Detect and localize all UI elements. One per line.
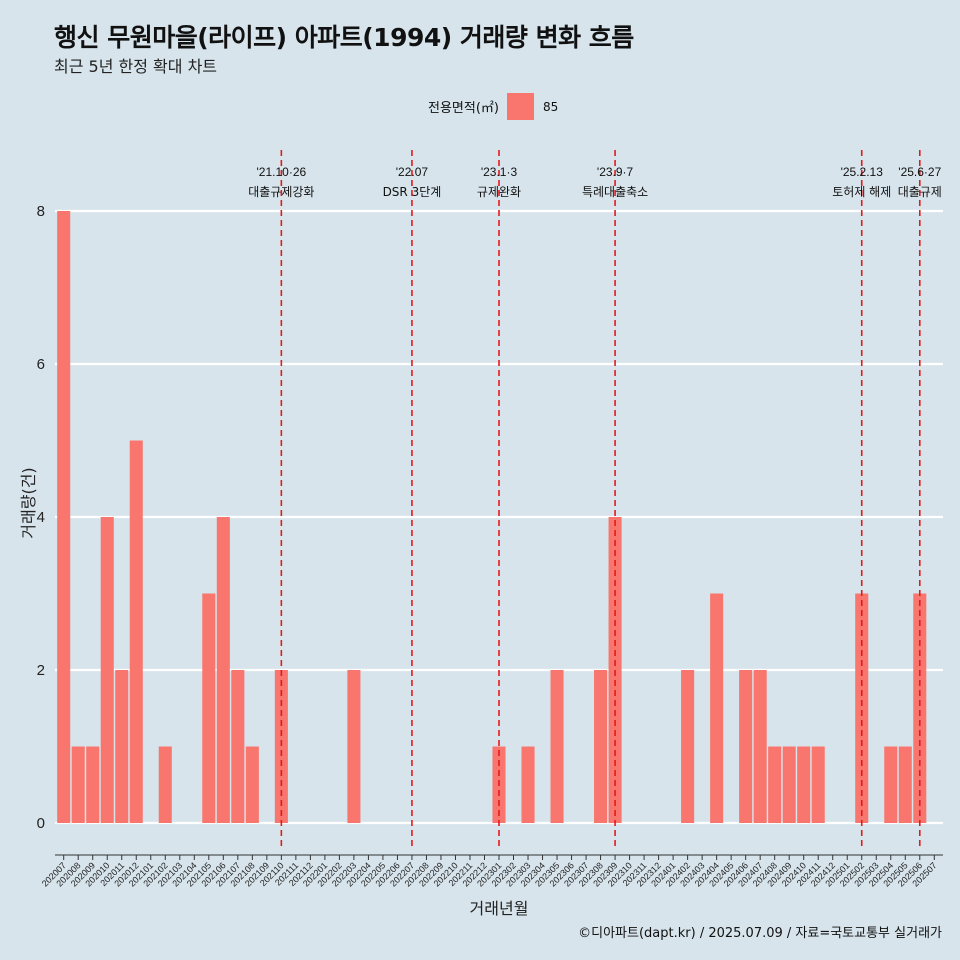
- bar: [681, 670, 695, 823]
- event-date: '22.07: [396, 165, 429, 179]
- bar: [216, 517, 230, 823]
- bar: [550, 670, 564, 823]
- y-tick-label: 2: [37, 662, 45, 679]
- bar: [231, 670, 245, 823]
- bar: [797, 746, 811, 823]
- event-date: '21.10·26: [257, 165, 307, 179]
- bar: [521, 746, 535, 823]
- bar: [71, 746, 85, 823]
- event-label: 규제완화: [477, 185, 521, 199]
- source-caption: ©디아파트(dapt.kr) / 2025.07.09 / 자료=국토교통부 실…: [578, 926, 942, 941]
- bar: [768, 746, 782, 823]
- bar: [202, 593, 216, 823]
- bar: [115, 670, 129, 823]
- bar: [913, 593, 927, 823]
- event-date: '25.6·27: [898, 165, 941, 179]
- y-tick-label: 8: [37, 203, 45, 220]
- y-axis-title: 거래량(건): [19, 467, 38, 538]
- bar: [884, 746, 898, 823]
- bar: [782, 746, 796, 823]
- bar: [710, 593, 724, 823]
- y-tick-label: 0: [37, 815, 45, 832]
- bar: [100, 517, 114, 823]
- event-date: '25.2.13: [841, 165, 884, 179]
- bar: [245, 746, 259, 823]
- bar: [594, 670, 608, 823]
- bar: [855, 593, 869, 823]
- legend: 전용면적(㎡) 85: [428, 93, 558, 120]
- event-label: 대출규제: [898, 185, 942, 199]
- bar: [739, 670, 753, 823]
- legend-title: 전용면적(㎡): [428, 101, 499, 116]
- bar: [274, 670, 288, 823]
- legend-key: 85: [542, 99, 559, 114]
- y-tick-label: 4: [37, 509, 45, 526]
- bar: [86, 746, 100, 823]
- event-label: 특례대출축소: [582, 185, 648, 199]
- event-date: '23.1·3: [481, 165, 518, 179]
- event-label: 토허제 해제: [832, 185, 891, 199]
- chart-title: 행신 무원마을(라이프) 아파트(1994) 거래량 변화 흐름: [54, 23, 634, 52]
- event-date: '23.9·7: [597, 165, 634, 179]
- event-label: DSR 3단계: [383, 185, 442, 199]
- x-axis-title: 거래년월: [470, 899, 529, 918]
- bar: [57, 211, 71, 823]
- legend-swatch: [506, 93, 534, 120]
- bar: [158, 746, 172, 823]
- y-tick-label: 6: [37, 356, 45, 373]
- bar: [753, 670, 767, 823]
- bar: [898, 746, 912, 823]
- bar: [347, 670, 361, 823]
- chart-subtitle: 최근 5년 한정 확대 차트: [54, 57, 218, 76]
- bar: [129, 440, 143, 823]
- event-label: 대출규제강화: [248, 185, 314, 199]
- bar: [811, 746, 825, 823]
